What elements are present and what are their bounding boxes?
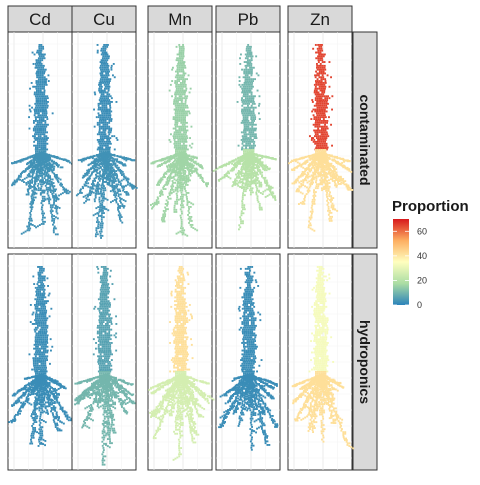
strip-label: Zn: [310, 10, 330, 29]
strip-label: Cd: [29, 10, 51, 29]
legend-tick-label: 60: [417, 226, 427, 236]
panel-hydroponics-zn: [288, 254, 354, 470]
panel-contaminated-cu: [72, 32, 138, 248]
legend-tick-label: 20: [417, 275, 427, 285]
legend: Proportion 60 40 20 0: [392, 198, 469, 310]
panel-hydroponics-cd: [8, 254, 72, 470]
panel-hydroponics-pb: [216, 254, 280, 470]
strip-mn: Mn: [148, 6, 212, 32]
strip-label: Pb: [238, 10, 259, 29]
legend-tick-label: 0: [417, 300, 422, 310]
row-strip-label: hydroponics: [357, 320, 373, 404]
panel-contaminated-mn: [148, 32, 212, 248]
legend-title: Proportion: [392, 198, 469, 215]
row-strip-contaminated: contaminated: [353, 32, 377, 248]
panel-hydroponics-mn: [148, 254, 215, 470]
legend-tick-label: 40: [417, 251, 427, 261]
legend-colorbar: [393, 219, 409, 305]
strip-zn: Zn: [288, 6, 352, 32]
strip-cd: Cd: [8, 6, 72, 32]
strip-pb: Pb: [216, 6, 280, 32]
panel-hydroponics-cu: [72, 254, 136, 470]
row-strips: contaminated hydroponics: [353, 32, 377, 470]
panels: [8, 32, 354, 470]
strip-label: Cu: [93, 10, 115, 29]
strip-label: Mn: [168, 10, 192, 29]
row-strip-label: contaminated: [357, 94, 373, 185]
panel-contaminated-cd: [8, 32, 73, 248]
column-strips: Cd Cu Mn Pb Zn: [8, 6, 352, 32]
strip-cu: Cu: [72, 6, 136, 32]
panel-contaminated-zn: [288, 32, 353, 248]
panel-contaminated-pb: [213, 32, 280, 248]
row-strip-hydroponics: hydroponics: [353, 254, 377, 470]
